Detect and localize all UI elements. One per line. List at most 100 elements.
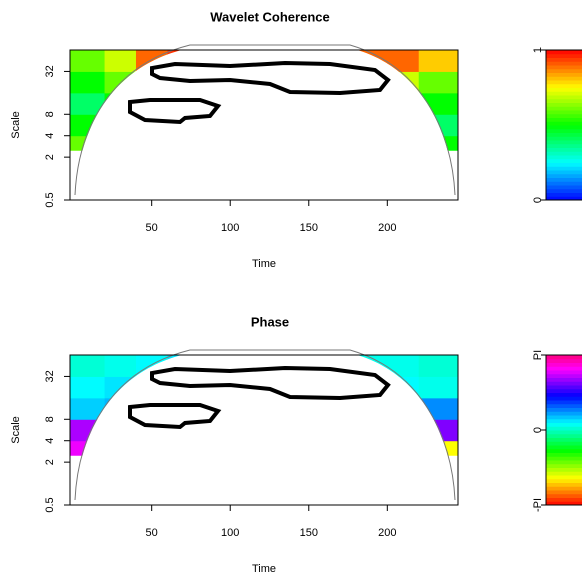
colorbar-strip [546, 166, 582, 171]
colorbar-tick-label: 1 [532, 47, 544, 53]
colorbar-strip [546, 110, 582, 115]
colorbar-strip [546, 460, 582, 465]
heat-cell [324, 92, 357, 115]
colorbar-strip [546, 358, 582, 363]
heat-cell [261, 440, 294, 456]
colorbar-strip [546, 467, 582, 472]
heat-cell [70, 50, 106, 72]
heat-cell [230, 135, 263, 151]
colorbar-strip [546, 422, 582, 427]
colorbar-strip [546, 196, 582, 201]
x-tick-label: 50 [146, 222, 158, 234]
y-tick-label: 2 [44, 154, 56, 160]
colorbar-strip [546, 400, 582, 405]
heat-cell [387, 419, 420, 442]
colorbar-strip [546, 147, 582, 152]
colorbar-strip [546, 355, 582, 360]
heat-cell [261, 355, 294, 377]
colorbar-strip [546, 53, 582, 58]
heat-cell [167, 92, 200, 115]
x-tick-label: 200 [378, 527, 396, 539]
chart-title: Phase [251, 314, 289, 329]
colorbar-strip [546, 125, 582, 130]
heat-cell [293, 71, 325, 94]
heat-cell [167, 135, 200, 151]
heat-cell [387, 397, 420, 420]
heat-cell [104, 135, 137, 151]
heat-cell [293, 114, 325, 137]
heat-cell [293, 50, 325, 72]
colorbar-strip [546, 68, 582, 73]
colorbar-strip [546, 433, 582, 438]
heat-cell [387, 440, 420, 456]
colorbar-strip [546, 91, 582, 96]
x-tick-label: 100 [221, 527, 239, 539]
heat-cell [261, 419, 294, 442]
colorbar-strip [546, 143, 582, 148]
colorbar-strip [546, 486, 582, 491]
heat-cell [135, 440, 168, 456]
y-tick-label: 8 [44, 416, 56, 422]
heat-cell [418, 114, 458, 137]
colorbar-strip [546, 57, 582, 62]
heat-cell [230, 355, 263, 377]
heat-cell [387, 50, 420, 72]
y-tick-label: 8 [44, 111, 56, 117]
colorbar-strip [546, 366, 582, 371]
heat-cell [261, 135, 294, 151]
colorbar-strip [546, 388, 582, 393]
heat-cell [167, 397, 200, 420]
heat-cell [418, 376, 458, 399]
plot-frame [69, 354, 459, 506]
heat-cell [167, 50, 200, 72]
colorbar-strip [546, 177, 582, 182]
heat-cell [387, 92, 420, 115]
colorbar-strip [546, 456, 582, 461]
heat-cell [198, 440, 231, 456]
heat-cell [293, 397, 325, 420]
heat-cell [70, 92, 106, 115]
heat-cell [230, 419, 263, 442]
heat-cell [70, 355, 106, 377]
heat-cell [167, 355, 200, 377]
colorbar-strip [546, 61, 582, 66]
colorbar-strip [546, 377, 582, 382]
heat-cell [293, 376, 325, 399]
heat-cell [387, 135, 420, 151]
colorbar-strip [546, 392, 582, 397]
chart-title: Wavelet Coherence [210, 9, 329, 24]
heat-cell [230, 92, 263, 115]
significance-contour [150, 60, 391, 96]
heat-cell [355, 114, 388, 137]
heat-cell [324, 114, 357, 137]
heat-cell [135, 397, 168, 420]
heat-cell [104, 355, 137, 377]
heat-cell [230, 440, 263, 456]
heat-cell [293, 92, 325, 115]
y-tick-label: 2 [44, 459, 56, 465]
y-tick-label: 0.5 [44, 192, 56, 207]
colorbar-strip [546, 501, 582, 506]
x-axis-label: Time [252, 258, 276, 270]
colorbar-strip [546, 173, 582, 178]
heat-cell [70, 376, 106, 399]
heat-cell [418, 71, 458, 94]
colorbar-strip [546, 192, 582, 197]
colorbar-strip [546, 415, 582, 420]
heat-cell [230, 397, 263, 420]
heat-cell [261, 50, 294, 72]
y-tick-label: 32 [44, 370, 56, 382]
colorbar-strip [546, 441, 582, 446]
colorbar-strip [546, 50, 582, 55]
heat-cell [230, 50, 263, 72]
colorbar-strip [546, 482, 582, 487]
colorbar-strip [546, 381, 582, 386]
heat-cell [293, 419, 325, 442]
colorbar-strip [546, 448, 582, 453]
heat-cell [104, 50, 137, 72]
heat-cell [70, 397, 106, 420]
y-axis-label: Scale [10, 416, 22, 444]
colorbar-strip [546, 181, 582, 186]
significance-contour [150, 365, 391, 401]
